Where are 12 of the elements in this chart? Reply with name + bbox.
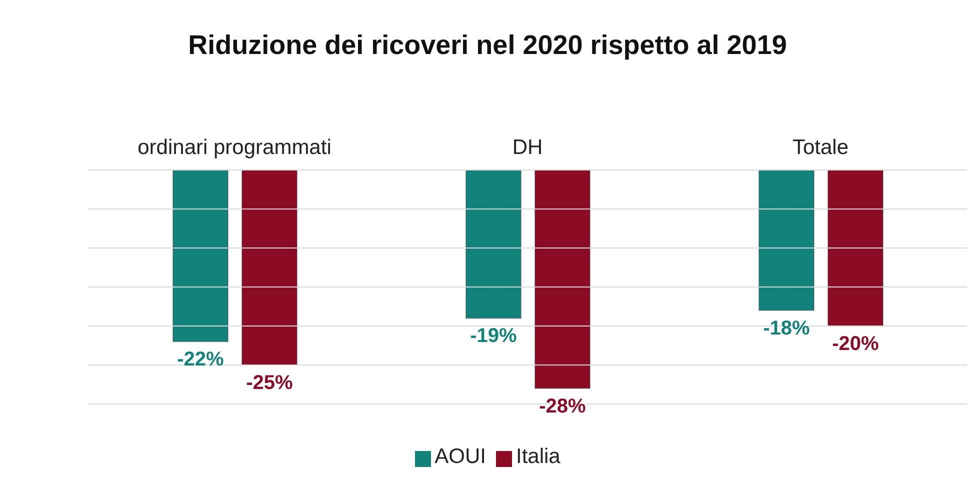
data-label: -20% (832, 333, 880, 355)
x-tick-label: DH (512, 136, 543, 159)
legend-label: Italia (516, 445, 560, 468)
data-label: -28% (539, 395, 586, 418)
x-tick-label: ordinari programmati (138, 136, 332, 159)
legend-label: AOUI (434, 445, 486, 468)
chart-title: Riduzione dei ricoveri nel 2020 rispetto al 2019 (187, 29, 788, 62)
data-label: -18% (763, 317, 810, 340)
data-label: -25% (246, 372, 294, 394)
data-label: -19% (470, 325, 518, 348)
data-label: -22% (177, 348, 224, 371)
x-tick-label: Totale (792, 136, 849, 159)
